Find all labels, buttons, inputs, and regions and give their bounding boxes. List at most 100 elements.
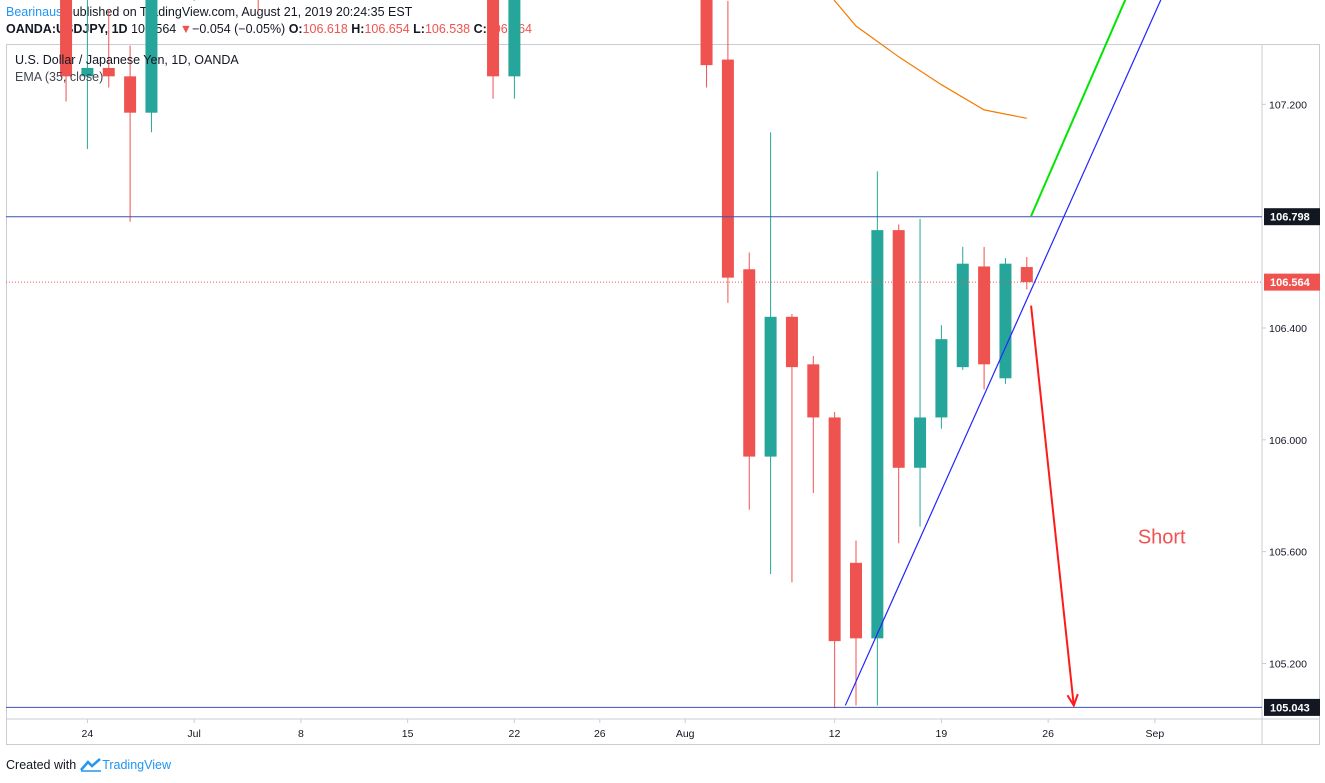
indicator-legend[interactable]: EMA (35, close)	[15, 70, 104, 84]
candle	[828, 411, 841, 709]
price-change: −0.054 (−0.05%)	[192, 22, 286, 36]
candle	[508, 0, 521, 99]
x-tick-label: 24	[82, 728, 94, 740]
candle-body	[1020, 267, 1033, 283]
candle	[764, 132, 777, 575]
price-label-text: 106.564	[1270, 277, 1311, 289]
high-value: 106.654	[364, 22, 410, 36]
x-tick-label: 19	[936, 728, 948, 740]
x-tick-label: Jul	[187, 728, 200, 740]
candle-body	[999, 263, 1012, 379]
candle-body	[508, 0, 521, 77]
short-arrow	[1030, 305, 1079, 708]
tradingview-brand-text: TradingView	[102, 758, 171, 772]
candle-body	[807, 364, 820, 418]
candle	[487, 0, 500, 99]
y-tick-label: 105.200	[1269, 659, 1307, 671]
trendline	[844, 0, 1162, 706]
candle	[999, 258, 1012, 384]
candle	[193, 0, 195, 1]
candle-body	[764, 316, 777, 457]
candle-body	[871, 230, 884, 639]
y-tick-label: 106.000	[1269, 435, 1307, 447]
candle	[935, 325, 948, 429]
author-link[interactable]: Bearinaus	[6, 5, 63, 19]
price-label: 106.798	[1264, 208, 1320, 226]
candle-body	[828, 417, 841, 642]
candle-body	[850, 562, 862, 639]
candle	[102, 9, 115, 88]
candle-body	[145, 0, 158, 113]
candle-body	[935, 339, 948, 418]
candle	[743, 252, 756, 510]
x-tick-label: 12	[829, 728, 841, 740]
price-label-box	[1264, 698, 1320, 716]
candle	[871, 171, 884, 706]
candle	[124, 45, 137, 222]
candle	[700, 0, 713, 88]
x-tick-label: 22	[509, 728, 521, 740]
candle	[892, 224, 905, 544]
price-label-text: 105.043	[1270, 702, 1310, 714]
candle	[60, 0, 73, 102]
y-tick-label: 106.400	[1269, 323, 1307, 335]
open-value: 106.618	[302, 22, 348, 36]
low-value: 106.538	[424, 22, 471, 36]
candle	[850, 540, 862, 706]
candle	[914, 218, 927, 527]
candle	[145, 0, 158, 133]
y-tick-label: 105.600	[1269, 547, 1307, 559]
chart-legend-title: U.S. Dollar / Japanese Yen, 1D, OANDA	[15, 53, 239, 67]
x-tick-label: 26	[1042, 728, 1054, 740]
x-tick-label: 15	[402, 728, 414, 740]
price-label-text: 106.798	[1270, 212, 1310, 224]
short-arrow-head	[1066, 693, 1079, 708]
x-tick-label: Sep	[1146, 728, 1165, 740]
candle	[1020, 256, 1033, 290]
x-tick-label: Aug	[676, 728, 695, 740]
price-label: 105.043	[1264, 698, 1320, 716]
candle	[785, 314, 798, 583]
price-label-box	[1264, 208, 1320, 226]
candle-body	[721, 59, 734, 278]
open-label: O:	[288, 22, 303, 36]
x-tick-label: 26	[594, 728, 606, 740]
created-with-text: Created with	[6, 758, 77, 772]
candle-body	[81, 67, 94, 77]
candle-body	[487, 0, 500, 77]
close-label: C:	[473, 22, 487, 36]
candle	[721, 0, 734, 303]
candle	[257, 0, 259, 13]
tradingview-brand[interactable]: TradingView	[80, 758, 171, 772]
low-label: L:	[413, 22, 425, 36]
high-label: H:	[351, 22, 365, 36]
footer: Created with TradingView	[6, 758, 171, 772]
long-arrow	[1030, 0, 1127, 217]
long-arrow-shaft	[1030, 0, 1127, 217]
candle-body	[60, 0, 73, 77]
candle	[807, 355, 820, 493]
down-arrow-icon: ▼	[179, 22, 193, 36]
price-label-box	[1264, 273, 1320, 291]
candle-body	[892, 230, 905, 468]
candle-body	[785, 316, 798, 368]
candle-body	[700, 0, 713, 66]
x-tick-label: 8	[298, 728, 304, 740]
candle-body	[914, 417, 927, 468]
candle	[81, 0, 94, 150]
candle-body	[956, 263, 969, 368]
short-arrow-shaft	[1030, 305, 1075, 706]
candle-body	[743, 269, 756, 457]
candle-body	[102, 67, 115, 77]
y-tick-label: 107.200	[1269, 99, 1307, 111]
candle	[978, 246, 991, 390]
price-label: 106.564	[1264, 273, 1320, 291]
ema-line	[833, 0, 1027, 119]
tradingview-logo-icon	[80, 758, 102, 772]
candle-body	[124, 76, 137, 113]
short-annotation: Short	[1138, 526, 1186, 548]
candle	[956, 246, 969, 370]
chart-frame	[6, 44, 1320, 745]
candle-body	[978, 266, 991, 365]
